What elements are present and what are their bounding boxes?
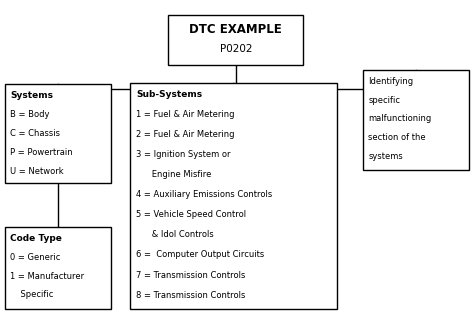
FancyBboxPatch shape (363, 70, 469, 170)
Text: 5 = Vehicle Speed Control: 5 = Vehicle Speed Control (136, 210, 246, 219)
Text: 6 =  Computer Output Circuits: 6 = Computer Output Circuits (136, 250, 264, 260)
Text: 7 = Transmission Controls: 7 = Transmission Controls (136, 271, 246, 280)
Text: Engine Misfire: Engine Misfire (136, 170, 211, 179)
Text: U = Network: U = Network (10, 167, 64, 176)
Text: 1 = Manufacturer: 1 = Manufacturer (10, 272, 84, 281)
Text: section of the: section of the (368, 133, 426, 142)
Text: Sub-Systems: Sub-Systems (136, 90, 202, 99)
Text: B = Body: B = Body (10, 110, 50, 119)
Text: P = Powertrain: P = Powertrain (10, 148, 73, 157)
Text: Specific: Specific (10, 290, 54, 299)
FancyBboxPatch shape (130, 83, 337, 309)
Text: 8 = Transmission Controls: 8 = Transmission Controls (136, 291, 246, 300)
FancyBboxPatch shape (168, 15, 303, 65)
Text: systems: systems (368, 152, 403, 161)
Text: & Idol Controls: & Idol Controls (136, 230, 214, 239)
Text: Systems: Systems (10, 91, 54, 100)
Text: C = Chassis: C = Chassis (10, 129, 60, 138)
Text: 1 = Fuel & Air Metering: 1 = Fuel & Air Metering (136, 110, 235, 119)
Text: malfunctioning: malfunctioning (368, 114, 431, 123)
FancyBboxPatch shape (5, 84, 111, 183)
FancyBboxPatch shape (5, 227, 111, 309)
Text: 3 = Ignition System or: 3 = Ignition System or (136, 150, 230, 159)
Text: specific: specific (368, 96, 401, 105)
Text: P0202: P0202 (219, 44, 252, 54)
Text: DTC EXAMPLE: DTC EXAMPLE (190, 23, 282, 37)
Text: Identifying: Identifying (368, 77, 413, 86)
Text: Code Type: Code Type (10, 234, 62, 243)
Text: 2 = Fuel & Air Metering: 2 = Fuel & Air Metering (136, 130, 235, 139)
Text: 0 = Generic: 0 = Generic (10, 253, 61, 262)
Text: 4 = Auxiliary Emissions Controls: 4 = Auxiliary Emissions Controls (136, 190, 272, 199)
